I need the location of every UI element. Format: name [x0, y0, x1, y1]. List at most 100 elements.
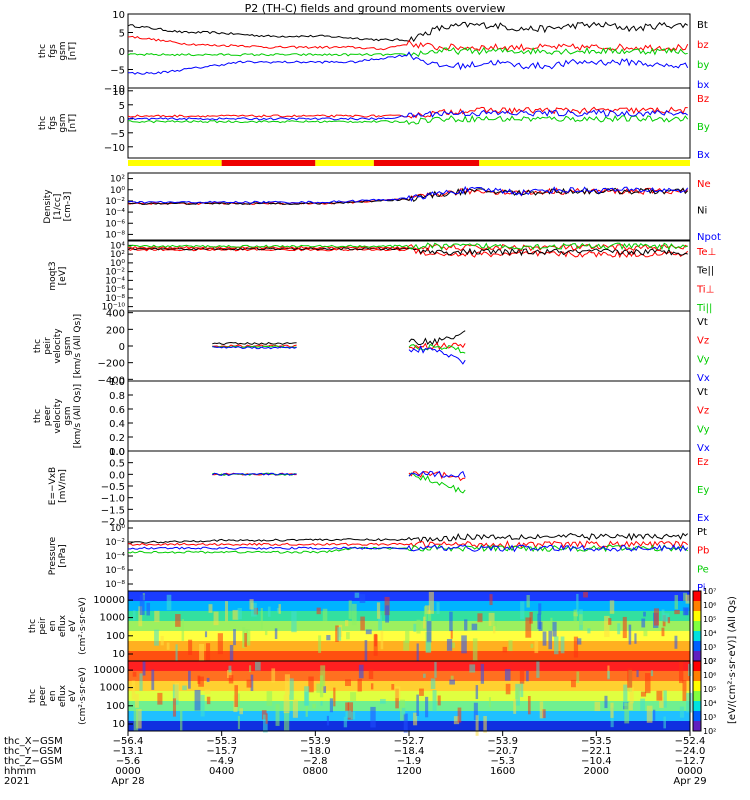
- spectrogram-patch: [536, 661, 540, 678]
- spectrogram-patch: [679, 706, 685, 718]
- y-tick-label: −400: [98, 375, 125, 386]
- spectrogram-patch: [391, 684, 395, 690]
- spectrogram-patch: [151, 669, 155, 690]
- legend-entry: Pe: [697, 564, 709, 575]
- y-tick-label: 10²: [110, 250, 125, 260]
- y-tick-label: 200: [106, 325, 125, 336]
- spectrogram-patch: [529, 611, 533, 624]
- spectrogram-patch: [437, 695, 441, 706]
- mode-bar-segment: [221, 160, 316, 166]
- x-tick-label: −52.7: [394, 736, 425, 747]
- spectrogram-patch: [656, 690, 663, 701]
- spectrogram-patch: [432, 690, 437, 712]
- y-tick-label: 0.8: [109, 391, 125, 402]
- y-axis-label: peir: [43, 337, 53, 355]
- spectrogram-patch: [492, 626, 496, 634]
- x-tick-label: −52.4: [675, 736, 706, 747]
- spectrogram-patch: [323, 686, 327, 693]
- spectrogram-patch: [139, 594, 145, 616]
- y-axis-label: thc: [38, 44, 48, 58]
- y-tick-label: 0.0: [109, 470, 125, 481]
- spectrogram-patch: [312, 703, 316, 709]
- y-axis-label: fgs: [48, 44, 58, 58]
- legend-entry: Npot: [697, 232, 721, 243]
- legend-entry: Vx: [697, 443, 710, 454]
- spectrogram-patch: [385, 605, 390, 623]
- y-tick-label: 1.0: [109, 447, 125, 458]
- spectrogram-patch: [449, 611, 453, 632]
- series-line-Vy: [212, 343, 466, 354]
- y-tick-label: 10⁻⁸: [105, 294, 125, 304]
- spectrogram-patch: [345, 710, 351, 718]
- series-line-By: [127, 114, 689, 126]
- y-tick-label: 10⁰: [110, 524, 125, 534]
- spectrogram-patch: [636, 670, 639, 678]
- colorbar-frame: [692, 660, 702, 732]
- panel-frame: [127, 240, 691, 312]
- y-tick-label: 400: [106, 309, 125, 320]
- colorbar-segment: [693, 691, 701, 702]
- spectrogram-patch: [685, 594, 690, 604]
- spectrogram-patch: [508, 640, 513, 652]
- legend-entry: Bt: [697, 20, 708, 31]
- y-axis-label: gsm: [63, 336, 73, 355]
- spectrogram-patch: [428, 591, 434, 614]
- spectrogram-patch: [354, 592, 360, 598]
- spectrogram-patch: [181, 619, 185, 641]
- spectrogram-patch: [245, 629, 251, 646]
- colorbar-segment: [693, 661, 701, 672]
- spectrogram-patch: [246, 679, 252, 688]
- spectrogram-patch: [419, 688, 424, 696]
- y-tick-label: 0.4: [109, 419, 125, 430]
- spectrogram-patch: [348, 600, 352, 619]
- spectrogram-patch: [204, 689, 211, 695]
- spectrogram-patch: [157, 692, 163, 705]
- spectrogram-patch: [661, 609, 665, 621]
- spectrogram-patch: [583, 591, 588, 598]
- spectrogram-patch: [594, 701, 601, 712]
- spectrogram-patch: [146, 602, 151, 616]
- spectrogram-patch: [640, 691, 647, 697]
- spectrogram-patch: [634, 633, 637, 644]
- y-axis-label: peer: [38, 685, 48, 706]
- x-tick-label: 2000: [584, 766, 609, 777]
- spectrogram-patch: [326, 635, 331, 641]
- y-tick-label: 10²: [110, 175, 125, 185]
- spectrogram-patch: [267, 606, 271, 617]
- year-label: 2021: [4, 776, 29, 787]
- y-axis-label: eflux: [58, 684, 68, 707]
- spectrogram-patch: [667, 617, 671, 624]
- spectrogram-patch: [488, 612, 495, 626]
- y-axis-label: en: [48, 690, 58, 701]
- spectrogram-patch: [640, 698, 646, 711]
- spectrogram-patch: [573, 636, 579, 658]
- spectrogram-patch: [541, 709, 546, 719]
- spectrogram-patch: [674, 610, 680, 615]
- spectrogram-patch: [477, 613, 483, 623]
- x-tick-label: −10.4: [581, 756, 612, 767]
- spectrogram-patch: [249, 665, 252, 673]
- panel-peir_eflux: thc peir en eflux eV (cm²·s·sr·eV): [28, 590, 691, 665]
- mode-bar-segment: [128, 160, 222, 166]
- y-axis-label: peir: [38, 617, 48, 635]
- legend-entry: Vz: [697, 336, 709, 347]
- y-tick-label: −0.5: [101, 482, 125, 493]
- panel-fgs2: thc fgs gsm [nT]: [38, 87, 691, 159]
- spectrogram-patch: [283, 694, 290, 714]
- spectrogram-patch: [329, 698, 334, 713]
- panel-efield: E=−VxB [mV/m]: [48, 450, 691, 522]
- spectrogram-band: [128, 671, 690, 682]
- legend-entry: Ti⊥: [696, 284, 714, 295]
- spectrogram-patch: [228, 675, 234, 684]
- x-tick-label: −15.7: [206, 746, 237, 757]
- y-tick-label: 0: [119, 115, 125, 126]
- series-line-Bt: [127, 21, 688, 43]
- spectrogram-patch: [579, 614, 583, 626]
- spectrogram-patch: [351, 603, 357, 626]
- spectrogram-patch: [254, 661, 261, 671]
- spectrogram-patch: [617, 623, 621, 635]
- date-label: Apr 29: [673, 776, 706, 787]
- y-axis-label: [mV/m]: [58, 469, 68, 503]
- date-label: Apr 28: [111, 776, 144, 787]
- colorbar-segment: [693, 651, 701, 662]
